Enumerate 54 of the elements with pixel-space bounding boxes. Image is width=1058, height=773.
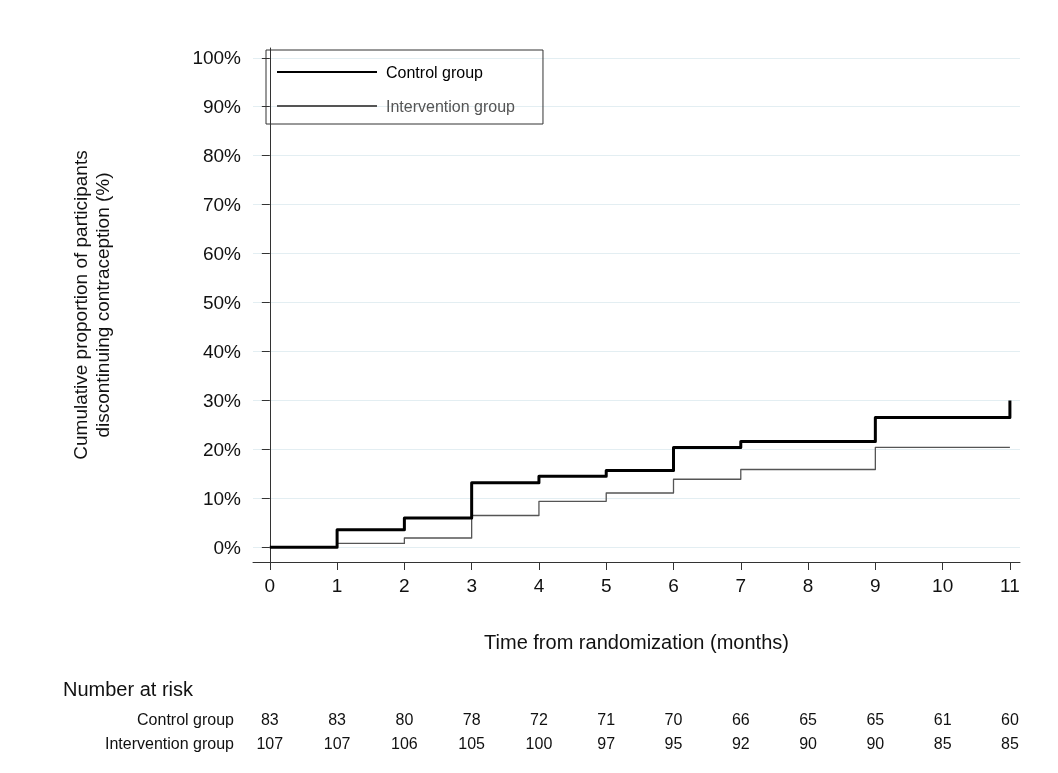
text: 60 xyxy=(1001,710,1019,728)
y-tick-label: 50% xyxy=(202,292,242,314)
text: 71 xyxy=(597,710,616,728)
x-tick-label: 1 xyxy=(331,575,343,596)
y-tick-label: 20% xyxy=(202,438,242,460)
text: Number at risk xyxy=(63,678,195,700)
text: 85 xyxy=(933,734,952,752)
y-tick-label: 0% xyxy=(213,536,242,558)
text: 78 xyxy=(462,710,481,728)
x-tick-label: 7 xyxy=(735,575,747,596)
text: Control group xyxy=(137,710,235,728)
x-tick-label: 9 xyxy=(870,575,881,596)
text: 107 xyxy=(323,734,351,752)
text: 65 xyxy=(799,710,818,728)
text: 95 xyxy=(664,734,683,752)
text: Intervention group xyxy=(386,97,516,115)
x-tick-label: 11 xyxy=(1000,575,1020,596)
text: 65 xyxy=(866,710,885,728)
text: Intervention group xyxy=(105,734,235,752)
text: 72 xyxy=(530,710,548,728)
text: 83 xyxy=(328,710,347,728)
text: 66 xyxy=(731,710,750,728)
text: 90 xyxy=(866,734,885,752)
x-tick-label: 4 xyxy=(533,575,545,596)
x-axis-title: Time from randomization (months) xyxy=(484,631,789,653)
x-tick-label: 0 xyxy=(264,575,276,596)
y-tick-label: 80% xyxy=(202,145,242,167)
text: 90 xyxy=(799,734,818,752)
y-tick-label: 30% xyxy=(202,389,242,411)
text: 105 xyxy=(458,734,486,752)
y-tick-label: 70% xyxy=(202,194,242,216)
y-tick-label: 10% xyxy=(202,487,242,509)
text: Control group xyxy=(386,63,484,81)
text: 61 xyxy=(933,710,952,728)
text: 92 xyxy=(731,734,750,752)
text: 83 xyxy=(260,710,279,728)
text: 100 xyxy=(525,734,553,752)
x-tick-label: 5 xyxy=(600,575,612,596)
text: 107 xyxy=(256,734,284,752)
text: 106 xyxy=(391,734,418,752)
y-tick-label: 90% xyxy=(202,96,242,118)
text: 70 xyxy=(664,710,683,728)
x-tick-label: 8 xyxy=(802,575,814,596)
x-tick-label: 10 xyxy=(932,575,954,596)
y-tick-label: 40% xyxy=(202,341,242,362)
y-tick-label: 100% xyxy=(192,47,242,69)
x-tick-label: 3 xyxy=(466,575,477,596)
x-tick-label: 2 xyxy=(399,575,410,596)
text: 97 xyxy=(597,734,616,752)
text: 80 xyxy=(395,710,414,728)
y-axis-title: Cumulative proportion of participants discontinuing contraception (%) xyxy=(69,150,113,460)
y-tick-label: 60% xyxy=(202,243,242,265)
x-tick-label: 6 xyxy=(668,575,679,596)
text: 85 xyxy=(1001,734,1019,752)
